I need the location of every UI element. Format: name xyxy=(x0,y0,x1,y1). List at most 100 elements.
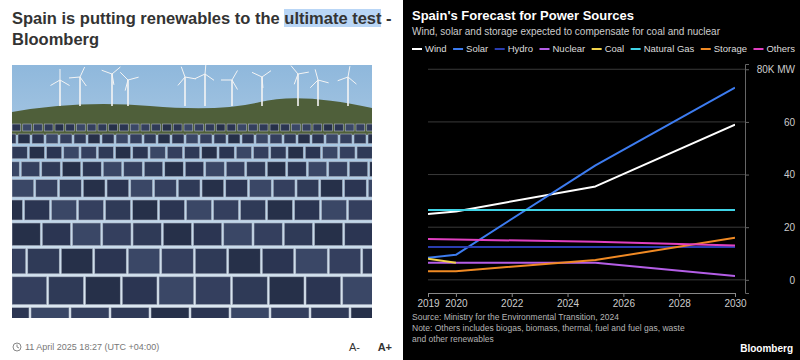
photo-panel xyxy=(62,162,81,177)
page: 11 April 2025 18:27 (UTC +04:00)A-A+Spai… xyxy=(0,0,800,360)
series-line xyxy=(428,209,735,211)
photo-panel xyxy=(368,180,372,197)
photo-panel xyxy=(167,147,182,159)
photo-panel xyxy=(184,124,193,131)
grid-line xyxy=(428,121,745,122)
photo-panel xyxy=(367,124,372,131)
photo-panel xyxy=(351,308,372,318)
x-tick-mark xyxy=(679,293,680,297)
photo-panel xyxy=(321,180,343,197)
photo-panel xyxy=(229,249,261,274)
legend-swatch xyxy=(495,48,505,50)
photo-panel xyxy=(273,180,295,197)
photo-panel xyxy=(308,162,327,177)
x-tick-mark xyxy=(568,293,569,297)
font-control[interactable]: A+ xyxy=(378,341,392,353)
series-line xyxy=(428,125,735,214)
font-control[interactable]: A- xyxy=(349,341,360,353)
photo-panel xyxy=(202,180,224,197)
photo-panel xyxy=(77,124,86,131)
photo-panel xyxy=(131,180,153,197)
headline-text: - xyxy=(381,9,391,27)
photo-panel xyxy=(214,200,239,220)
photo-panel xyxy=(256,134,268,144)
photo-turbine xyxy=(120,72,138,106)
photo-panel xyxy=(88,134,100,144)
x-tick-mark xyxy=(735,293,736,297)
photo-panel xyxy=(28,249,60,274)
photo-panel xyxy=(160,200,185,220)
photo-panel xyxy=(141,124,150,131)
photo-panel xyxy=(226,162,245,177)
photo-panel xyxy=(86,277,121,305)
legend-swatch xyxy=(453,48,463,50)
photo-panel xyxy=(343,277,372,305)
x-tick: 2019 xyxy=(417,293,440,309)
photo-panel xyxy=(12,308,29,318)
y-tick-label: 0 xyxy=(789,275,795,286)
photo-panel xyxy=(163,223,191,246)
photo-panel xyxy=(111,308,149,318)
photo-turbine xyxy=(310,69,328,106)
photo-panel xyxy=(109,124,118,131)
photo-panel xyxy=(292,124,301,131)
chart-note: and other renewables xyxy=(412,334,494,344)
grid-line xyxy=(428,227,745,228)
photo-panel xyxy=(12,180,34,197)
photo-panel xyxy=(224,223,252,246)
photo-panel xyxy=(133,147,148,159)
photo-panel xyxy=(329,162,348,177)
photo-panel xyxy=(271,308,309,318)
photo-turbine xyxy=(102,67,121,106)
y-tick: 40 xyxy=(745,169,795,180)
photo-panel xyxy=(79,200,104,220)
x-tick-label: 2024 xyxy=(557,298,580,309)
photo-panel xyxy=(120,124,129,131)
photo-panel xyxy=(42,162,61,177)
photo-panel xyxy=(64,147,79,159)
x-tick-label: 2022 xyxy=(501,298,524,309)
photo-panel xyxy=(231,308,269,318)
photo-panel xyxy=(74,134,86,144)
photo-panel xyxy=(296,249,328,274)
photo-panel xyxy=(107,180,129,197)
photo-panel xyxy=(313,124,322,131)
photo-turbine xyxy=(69,67,86,106)
photo-panel xyxy=(326,134,338,144)
photo-panel xyxy=(302,124,311,131)
brand: Bloomberg xyxy=(740,343,793,354)
legend-label: Solar xyxy=(466,43,488,54)
photo-turbine xyxy=(338,66,357,106)
legend-label: Natural Gas xyxy=(644,43,695,54)
photo-panel xyxy=(130,124,139,131)
photo-panel xyxy=(356,124,365,131)
photo-panel xyxy=(241,200,266,220)
photo-panel xyxy=(349,200,373,220)
photo-panel xyxy=(116,134,128,144)
legend-item: Storage xyxy=(701,43,747,54)
photo-panel xyxy=(18,134,30,144)
legend: WindSolarHydroNuclearCoalNatural GasStor… xyxy=(412,43,795,54)
photo-panel xyxy=(288,162,307,177)
photo-panel xyxy=(130,134,142,144)
legend-label: Coal xyxy=(605,43,625,54)
x-tick-mark xyxy=(428,293,429,297)
photo-panel xyxy=(60,180,82,197)
legend-item: Hydro xyxy=(495,43,533,54)
article-date: 11 April 2025 18:27 (UTC +04:00) xyxy=(25,342,159,352)
legend-label: Hydro xyxy=(508,43,533,54)
photo-panel xyxy=(269,277,304,305)
photo-panel xyxy=(298,134,310,144)
photo-panel xyxy=(98,124,107,131)
photo-panel xyxy=(238,124,247,131)
photo-panel xyxy=(185,147,200,159)
y-axis: 020406080K MW xyxy=(745,64,796,294)
x-tick-label: 2030 xyxy=(724,298,747,309)
photo-panel xyxy=(73,223,101,246)
photo-panel xyxy=(98,147,113,159)
photo-panel xyxy=(55,124,64,131)
photo-panel xyxy=(12,200,23,220)
photo-panel xyxy=(34,124,43,131)
photo-turbine xyxy=(252,71,271,106)
photo-panel xyxy=(95,249,127,274)
